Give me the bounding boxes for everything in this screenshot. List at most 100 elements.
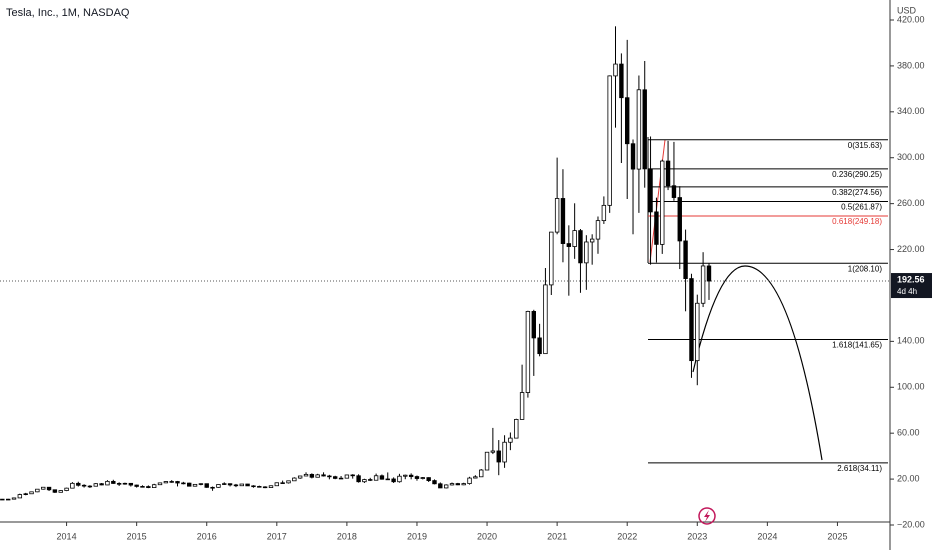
candle-body — [338, 477, 344, 480]
candle-body — [99, 483, 104, 486]
candle-body — [222, 483, 227, 485]
chart-title: Tesla, Inc., 1M, NASDAQ — [6, 7, 130, 19]
candle-body — [327, 475, 332, 478]
candle-body — [58, 490, 63, 493]
y-tick-label: 340.00 — [897, 106, 925, 116]
candle-body — [438, 483, 443, 489]
candle-body — [543, 284, 548, 355]
y-tick-label: 220.00 — [897, 244, 925, 254]
candle-body — [461, 483, 466, 486]
candle-body — [479, 469, 484, 478]
y-tick-label: 140.00 — [897, 336, 925, 346]
candle-body — [391, 478, 396, 483]
y-tick-label: −20.00 — [897, 519, 925, 529]
candle-body — [519, 392, 525, 420]
candle-body — [373, 475, 379, 481]
candle-body — [595, 220, 601, 240]
candle-body — [625, 97, 630, 145]
candle-body — [613, 63, 618, 77]
candle-body — [17, 494, 23, 499]
y-tick-label: 20.00 — [897, 473, 920, 483]
candle-body — [484, 451, 490, 471]
y-tick-label: 100.00 — [897, 382, 925, 392]
countdown-label: 4d 4h — [897, 287, 917, 296]
fib-group: 0(315.63) 0.236(290.25) 0.382(274.56) 0.5(2… — [647, 137, 888, 473]
candle-body — [566, 243, 572, 247]
candle-body — [671, 185, 677, 198]
candle-body — [589, 238, 595, 243]
candle-body — [578, 230, 583, 264]
candle-body — [41, 486, 46, 490]
candle-body — [128, 482, 134, 486]
fib-label: 1.618(141.65) — [832, 341, 882, 350]
candle-body — [140, 486, 145, 488]
candle-body — [187, 482, 192, 487]
candle-body — [297, 475, 303, 479]
candle-body — [619, 63, 624, 99]
candle-body — [397, 475, 402, 483]
candle-body — [29, 491, 34, 495]
candle-body — [508, 437, 513, 443]
candle-body — [11, 497, 17, 500]
candle-body — [274, 482, 280, 487]
logo — [698, 507, 716, 525]
candle-body — [292, 477, 297, 482]
candle-body — [163, 481, 169, 484]
last-price-box — [891, 273, 932, 299]
candle-body — [227, 483, 233, 486]
candle-body — [385, 478, 390, 481]
candle-body — [151, 484, 157, 488]
fib-label: 0.5(261.87) — [841, 203, 882, 212]
logo-bolt — [704, 510, 710, 522]
projection-arc — [692, 265, 823, 461]
candle-body — [607, 75, 612, 206]
candle-body — [303, 473, 309, 477]
candle-body — [549, 231, 554, 286]
candle-body — [531, 311, 536, 339]
candle-body — [0, 498, 5, 501]
candle-body — [309, 473, 315, 478]
candle-body — [665, 160, 671, 187]
candle-body — [134, 484, 139, 487]
x-tick-label: 2017 — [267, 531, 287, 541]
candle-body — [449, 483, 455, 486]
candle-body — [87, 485, 93, 488]
fib-label: 0(315.63) — [848, 141, 883, 150]
candle-body — [257, 486, 262, 488]
x-tick-label: 2016 — [197, 531, 217, 541]
candle-body — [636, 89, 642, 170]
candle-body — [630, 143, 636, 170]
candle-body — [122, 482, 128, 485]
x-tick-label: 2018 — [337, 531, 357, 541]
candle-body — [677, 197, 682, 242]
candle-body — [496, 450, 501, 463]
candle-body — [93, 483, 98, 487]
candle-body — [420, 477, 425, 479]
candle-body — [642, 89, 647, 170]
candle-body — [432, 480, 437, 485]
y-tick-label: 380.00 — [897, 60, 925, 70]
candle-body — [216, 484, 221, 488]
candle-body — [286, 480, 291, 484]
x-tick-label: 2019 — [407, 531, 427, 541]
candle-body — [204, 483, 209, 488]
candle-body — [695, 302, 700, 362]
candle-body — [111, 480, 116, 484]
x-tick-label: 2022 — [617, 531, 637, 541]
candle-body — [426, 477, 431, 481]
candle-body — [210, 486, 215, 489]
candle-body — [467, 477, 472, 484]
candle-body — [584, 241, 589, 264]
y-tick-label: 260.00 — [897, 198, 925, 208]
candle-body — [414, 476, 420, 479]
candle-body — [64, 487, 69, 491]
candle-body — [81, 484, 87, 487]
candle-body — [23, 493, 28, 495]
candle-body — [490, 450, 496, 453]
candle-body — [70, 482, 75, 489]
candle-body — [689, 278, 694, 362]
candle-body — [502, 441, 507, 463]
candle-body — [648, 168, 653, 213]
